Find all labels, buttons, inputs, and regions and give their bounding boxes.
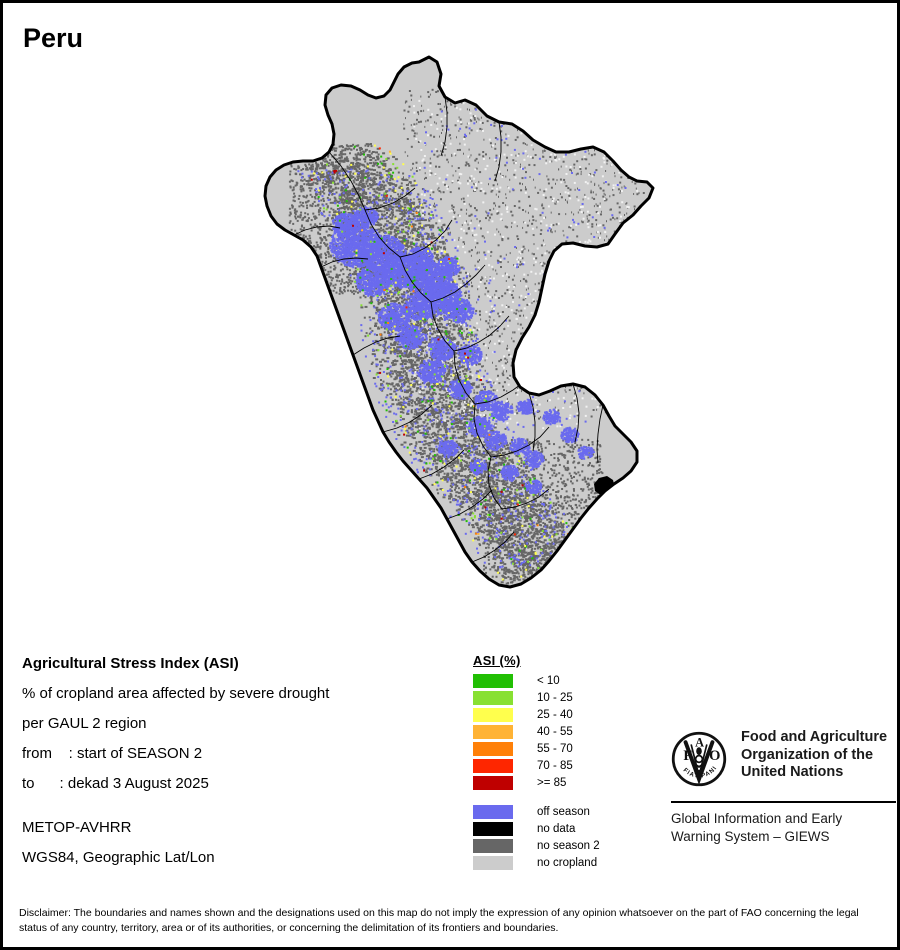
map-country-outline: [263, 55, 655, 589]
caption-line-2: per GAUL 2 region: [22, 716, 452, 731]
caption-sensor: METOP-AVHRR: [22, 820, 452, 835]
caption-projection: WGS84, Geographic Lat/Lon: [22, 850, 452, 865]
legend-swatch: [473, 741, 513, 756]
legend-swatch: [473, 821, 513, 836]
legend-label: no data: [537, 823, 575, 835]
fao-name-line-2: Organization of the: [741, 747, 887, 765]
legend-label: < 10: [537, 675, 560, 687]
legend-swatch: [473, 804, 513, 819]
map-canvas[interactable]: [233, 48, 683, 648]
caption-line-1: % of cropland area affected by severe dr…: [22, 686, 452, 701]
legend-label: 10 - 25: [537, 692, 573, 704]
caption-heading: Agricultural Stress Index (ASI): [22, 656, 452, 671]
legend-item: no season 2: [473, 837, 663, 854]
legend-swatch: [473, 758, 513, 773]
map-admin-boundaries: [293, 96, 604, 563]
legend-item: off season: [473, 803, 663, 820]
fao-emblem-icon: F A O FIAT PANIS: [668, 726, 727, 792]
legend-item: no data: [473, 820, 663, 837]
legend-swatch: [473, 838, 513, 853]
legend-swatch: [473, 690, 513, 705]
fao-divider: [671, 801, 896, 803]
legend-item: < 10: [473, 672, 663, 689]
legend-item: 40 - 55: [473, 723, 663, 740]
legend-swatch: [473, 855, 513, 870]
legend-label: no season 2: [537, 840, 600, 852]
legend-item: 10 - 25: [473, 689, 663, 706]
legend-swatch: [473, 724, 513, 739]
legend-spacer: [473, 791, 663, 803]
legend-swatch: [473, 775, 513, 790]
fao-logo-row: F A O FIAT PANIS Food and Agriculture Or…: [668, 726, 896, 792]
legend-label: 40 - 55: [537, 726, 573, 738]
legend-label: 70 - 85: [537, 760, 573, 772]
fao-branding: F A O FIAT PANIS Food and Agriculture Or…: [668, 726, 896, 845]
peru-map-svg: [263, 55, 655, 589]
legend-label: 55 - 70: [537, 743, 573, 755]
legend-swatch: [473, 707, 513, 722]
legend-swatch: [473, 673, 513, 688]
disclaimer-text: Disclaimer: The boundaries and names sho…: [19, 906, 881, 936]
legend-title: ASI (%): [473, 653, 663, 668]
legend-item: 55 - 70: [473, 740, 663, 757]
legend-class-list: < 10 10 - 25 25 - 40 40 - 55 55 - 70 70 - 85 >…: [473, 672, 663, 791]
legend-item: no cropland: [473, 854, 663, 871]
legend-item: >= 85: [473, 774, 663, 791]
legend-label: 25 - 40: [537, 709, 573, 721]
legend: ASI (%) < 10 10 - 25 25 - 40 40 - 55 55 - 70…: [473, 653, 663, 871]
caption-block: Agricultural Stress Index (ASI) % of cro…: [22, 656, 452, 880]
page-title: Peru: [23, 23, 83, 54]
caption-period-to: to : dekad 3 August 2025: [22, 776, 452, 791]
legend-item: 70 - 85: [473, 757, 663, 774]
fao-organization-name: Food and Agriculture Organization of the…: [741, 729, 887, 782]
fao-name-line-1: Food and Agriculture: [741, 729, 887, 747]
giews-line-2: Warning System – GIEWS: [671, 828, 896, 846]
legend-label: >= 85: [537, 777, 566, 789]
legend-item: 25 - 40: [473, 706, 663, 723]
giews-line-1: Global Information and Early: [671, 810, 896, 828]
caption-spacer: [22, 806, 452, 820]
legend-label: off season: [537, 806, 590, 818]
legend-label: no cropland: [537, 857, 597, 869]
fao-name-line-3: United Nations: [741, 764, 887, 782]
giews-name: Global Information and Early Warning Sys…: [671, 810, 896, 845]
legend-other-list: off season no data no season 2 no cropland: [473, 803, 663, 871]
caption-period-from: from : start of SEASON 2: [22, 746, 452, 761]
